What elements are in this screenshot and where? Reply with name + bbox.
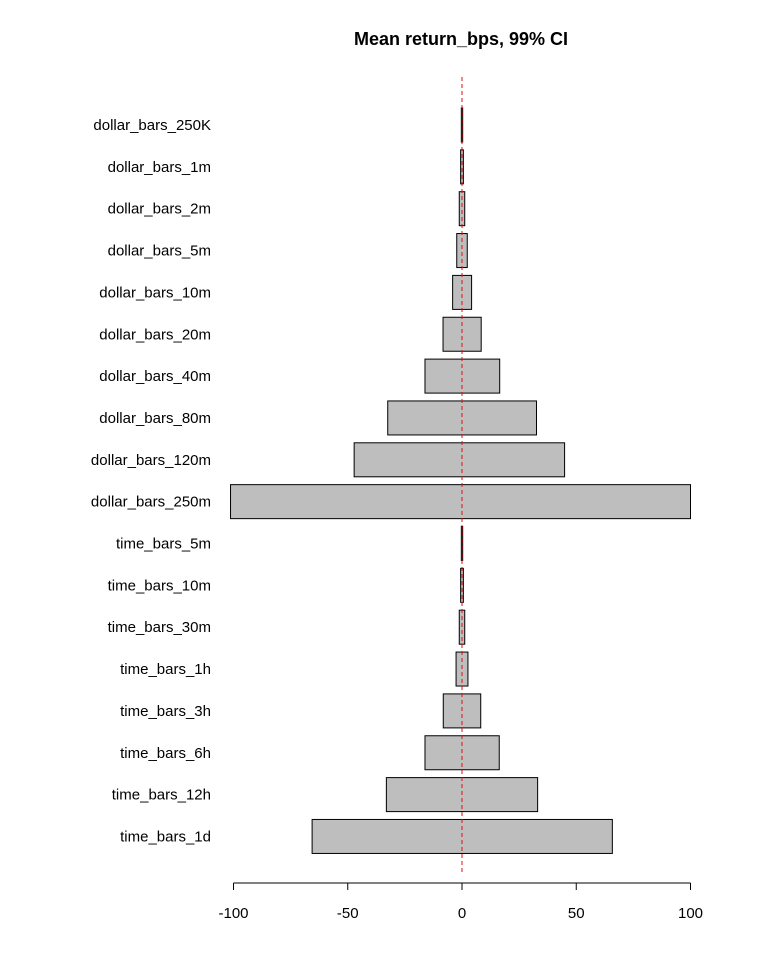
category-label-time-bars-1h: time_bars_1h [120, 661, 211, 678]
category-label-time-bars-12h: time_bars_12h [112, 787, 211, 804]
x-tick-label: 100 [678, 905, 703, 922]
category-label-dollar-bars-10m: dollar_bars_10m [99, 284, 211, 301]
category-label-dollar-bars-80m: dollar_bars_80m [99, 410, 211, 427]
category-label-dollar-bars-40m: dollar_bars_40m [99, 368, 211, 385]
bars-layer [230, 77, 691, 874]
x-tick-label: 0 [458, 905, 466, 922]
category-label-dollar-bars-120m: dollar_bars_120m [91, 452, 211, 469]
x-axis: -100 -50 0 50 100 [218, 882, 703, 922]
category-label-dollar-bars-1m: dollar_bars_1m [108, 159, 211, 176]
category-label-time-bars-6h: time_bars_6h [120, 745, 211, 762]
chart-title: Mean return_bps, 99% CI [354, 29, 568, 49]
category-label-time-bars-3h: time_bars_3h [120, 703, 211, 720]
category-label-time-bars-1d: time_bars_1d [120, 828, 211, 845]
x-tick-label: -100 [218, 905, 248, 922]
category-label-time-bars-5m: time_bars_5m [116, 536, 211, 553]
category-label-dollar-bars-250m: dollar_bars_250m [91, 494, 211, 511]
category-labels: dollar_bars_250K dollar_bars_1m dollar_bar… [91, 117, 211, 845]
category-label-dollar-bars-250k: dollar_bars_250K [93, 117, 211, 134]
bar-dollar-bars-250m [230, 484, 691, 520]
bar-dollar-bars-120m [353, 442, 566, 478]
category-label-time-bars-10m: time_bars_10m [108, 577, 211, 594]
category-label-dollar-bars-5m: dollar_bars_5m [108, 243, 211, 260]
x-tick-label: -50 [337, 905, 359, 922]
category-label-dollar-bars-2m: dollar_bars_2m [108, 201, 211, 218]
category-label-time-bars-30m: time_bars_30m [108, 619, 211, 636]
category-label-dollar-bars-20m: dollar_bars_20m [99, 326, 211, 343]
x-tick-label: 50 [568, 905, 585, 922]
